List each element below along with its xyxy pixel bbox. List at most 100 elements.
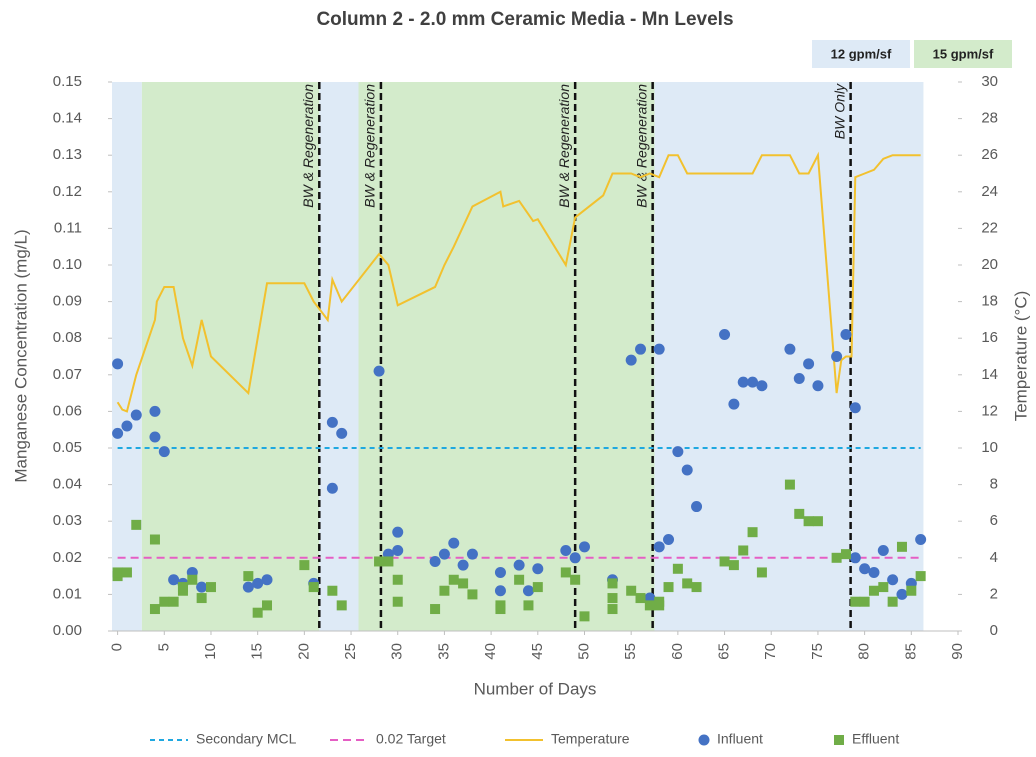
legend-label: Effluent — [852, 731, 899, 747]
influent-point — [728, 398, 740, 410]
influent-point — [737, 376, 749, 388]
event-label: BW & Regeneration — [362, 84, 378, 208]
effluent-point — [756, 567, 767, 578]
influent-point — [877, 544, 889, 556]
event-label: BW Only — [831, 83, 847, 139]
effluent-point — [149, 604, 160, 615]
effluent-point — [682, 578, 693, 589]
effluent-point — [607, 578, 618, 589]
event-label: BW & Regeneration — [633, 84, 649, 208]
x-tick-label: 50 — [575, 643, 592, 660]
flow-region — [319, 82, 359, 631]
effluent-point — [392, 596, 403, 607]
x-tick-label: 80 — [856, 643, 873, 660]
y2-tick-label: 6 — [990, 512, 998, 529]
x-tick-label: 5 — [155, 643, 172, 651]
x-tick-label: 30 — [389, 643, 406, 660]
influent-point — [840, 329, 852, 341]
y2-tick-label: 0 — [990, 622, 998, 639]
effluent-point — [205, 582, 216, 593]
influent-point — [663, 534, 675, 545]
x-tick-label: 15 — [249, 643, 266, 660]
effluent-point — [812, 516, 823, 527]
effluent-point — [560, 567, 571, 578]
y-tick-label: 0.00 — [53, 622, 82, 639]
y-tick-label: 0.13 — [53, 146, 82, 163]
x-tick-label: 40 — [482, 643, 499, 660]
influent-point — [681, 464, 693, 476]
y2-tick-label: 24 — [981, 183, 998, 200]
influent-point — [336, 427, 348, 439]
influent-point — [784, 343, 796, 355]
flow-region — [358, 82, 655, 631]
effluent-point — [859, 596, 870, 607]
influent-point — [756, 380, 768, 392]
y-tick-label: 0.12 — [53, 183, 82, 200]
y-tick-label: 0.06 — [53, 402, 82, 419]
effluent-point — [467, 589, 478, 600]
effluent-point — [794, 508, 805, 519]
legend-label: Secondary MCL — [196, 731, 297, 747]
effluent-point — [663, 582, 674, 593]
influent-point — [513, 559, 525, 571]
y-tick-label: 0.07 — [53, 366, 82, 383]
influent-point — [373, 365, 385, 377]
effluent-point — [635, 593, 646, 604]
influent-point — [457, 559, 469, 571]
influent-point — [653, 541, 665, 553]
influent-point — [653, 343, 665, 355]
effluent-point — [896, 541, 907, 552]
influent-point — [803, 358, 815, 370]
x-tick-label: 70 — [762, 643, 779, 660]
x-tick-label: 35 — [435, 643, 452, 660]
effluent-point — [738, 545, 749, 556]
influent-point — [747, 376, 759, 388]
influent-point — [326, 416, 338, 428]
effluent-point — [196, 593, 207, 604]
flow-legend-label: 15 gpm/sf — [933, 46, 994, 61]
x-axis-label: Number of Days — [474, 679, 597, 698]
chart-title: Column 2 - 2.0 mm Ceramic Media - Mn Lev… — [316, 9, 733, 30]
influent-point — [578, 541, 590, 553]
x-tick-label: 0 — [109, 643, 126, 651]
influent-point — [691, 501, 703, 513]
influent-point — [494, 566, 506, 578]
influent-point — [831, 351, 843, 362]
x-tick-label: 25 — [342, 643, 359, 660]
influent-point — [429, 555, 441, 567]
effluent-point — [906, 585, 917, 596]
y2-tick-label: 8 — [990, 476, 998, 493]
influent-point — [130, 409, 142, 421]
influent-point — [625, 354, 637, 366]
influent-point — [168, 574, 180, 586]
effluent-point — [719, 556, 730, 567]
legend-label: Temperature — [551, 731, 630, 747]
y-tick-label: 0.09 — [53, 293, 82, 310]
y-tick-label: 0.05 — [53, 439, 82, 456]
influent-point — [849, 552, 861, 564]
effluent-point — [532, 582, 543, 593]
x-tick-label: 55 — [622, 643, 639, 660]
y2-tick-label: 10 — [981, 439, 998, 456]
effluent-point — [654, 600, 665, 611]
x-tick-label: 90 — [949, 643, 966, 660]
x-tick-label: 65 — [716, 643, 733, 660]
influent-point — [149, 405, 161, 417]
effluent-point — [607, 593, 618, 604]
effluent-point — [570, 574, 581, 585]
effluent-point — [523, 600, 534, 611]
influent-point — [522, 585, 534, 597]
y2-axis-label: Temperature (°C) — [1011, 291, 1030, 422]
effluent-point — [803, 516, 814, 527]
y2-tick-label: 26 — [981, 146, 998, 163]
effluent-point — [262, 600, 273, 611]
series-line — [116, 151, 921, 413]
influent-point — [326, 482, 338, 494]
effluent-point — [439, 585, 450, 596]
x-tick-label: 85 — [902, 643, 919, 660]
y2-tick-label: 18 — [981, 293, 998, 310]
effluent-point — [495, 604, 506, 615]
effluent-point — [112, 567, 123, 578]
y-tick-label: 0.03 — [53, 512, 82, 529]
influent-point — [532, 563, 544, 575]
